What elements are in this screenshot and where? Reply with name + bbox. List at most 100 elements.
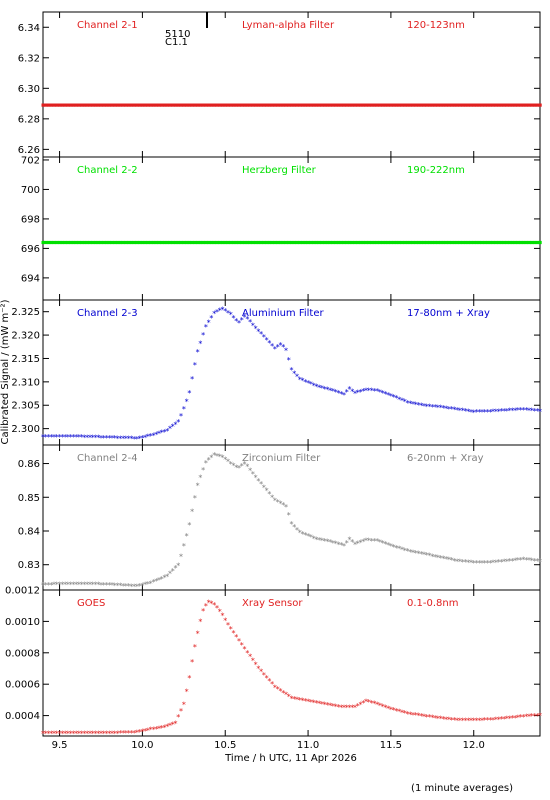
data-point: * <box>132 582 136 591</box>
data-point <box>447 103 451 107</box>
data-point: * <box>157 430 161 439</box>
data-point: * <box>422 402 426 411</box>
data-point <box>306 240 310 245</box>
data-point: * <box>419 402 423 411</box>
data-point: * <box>309 380 313 389</box>
data-point: * <box>201 607 205 616</box>
data-point <box>389 240 393 245</box>
data-point <box>328 103 332 107</box>
data-point: * <box>77 729 81 738</box>
data-point: * <box>295 372 299 381</box>
data-point <box>461 103 465 107</box>
data-point <box>267 240 272 245</box>
data-point: * <box>400 397 404 406</box>
data-point <box>284 103 288 107</box>
data-point <box>317 240 321 245</box>
data-point <box>408 103 412 107</box>
data-point <box>251 103 255 107</box>
data-point: * <box>436 714 440 723</box>
data-point <box>162 240 167 245</box>
data-point <box>397 103 401 107</box>
data-point <box>378 103 382 107</box>
data-point: * <box>207 456 211 465</box>
data-point: * <box>198 340 202 349</box>
data-point: * <box>127 435 131 444</box>
data-point <box>422 103 426 107</box>
data-point: * <box>220 306 224 315</box>
data-point: * <box>240 316 244 325</box>
panel-frame <box>42 156 541 301</box>
data-point <box>63 103 67 107</box>
data-point: * <box>394 394 398 403</box>
data-point: * <box>41 730 45 739</box>
data-point: * <box>312 534 316 543</box>
data-point: * <box>323 701 327 710</box>
data-point <box>204 240 208 245</box>
data-point: * <box>439 554 443 563</box>
data-point: * <box>187 389 191 398</box>
data-point: * <box>356 702 360 711</box>
data-point <box>124 240 128 245</box>
data-point: * <box>143 727 147 736</box>
data-point <box>245 103 250 107</box>
data-point: * <box>328 538 332 547</box>
data-point: * <box>69 729 73 738</box>
data-point: * <box>182 405 186 414</box>
y-axis-title: Calibrated Signal / (mW m⁻²) <box>0 299 11 444</box>
data-point <box>154 240 158 245</box>
data-point: * <box>49 433 53 442</box>
data-point: * <box>378 538 382 547</box>
data-point: * <box>370 699 374 708</box>
data-point <box>356 240 360 245</box>
data-point: * <box>461 558 465 567</box>
data-point <box>359 103 363 107</box>
data-point: * <box>364 386 368 395</box>
data-point: * <box>226 621 230 630</box>
data-point: * <box>52 581 56 590</box>
data-point: * <box>469 717 473 726</box>
data-point: * <box>353 703 357 712</box>
data-point: * <box>218 452 222 461</box>
data-point: * <box>284 691 288 700</box>
data-point <box>419 103 423 107</box>
data-point <box>237 240 241 245</box>
data-point: * <box>301 377 305 386</box>
data-point <box>367 103 371 107</box>
data-point: * <box>220 612 224 621</box>
data-point: * <box>367 698 371 707</box>
data-point <box>135 240 139 245</box>
data-point <box>85 240 89 245</box>
data-point: * <box>527 556 531 565</box>
data-point <box>232 103 236 107</box>
data-point: * <box>116 729 120 738</box>
data-point: * <box>265 487 269 496</box>
y-tick-label: 702 <box>21 155 40 166</box>
data-point: * <box>505 407 509 416</box>
data-point: * <box>447 716 451 725</box>
data-point <box>400 240 404 245</box>
data-point: * <box>339 704 343 713</box>
data-point: * <box>516 406 520 415</box>
data-point: * <box>196 348 200 357</box>
data-point: * <box>430 403 434 412</box>
data-point: * <box>248 466 252 475</box>
y-tick-label: 2.310 <box>11 377 40 388</box>
y-tick-label: 2.305 <box>11 401 40 412</box>
data-series: ****************************************… <box>41 599 542 739</box>
data-point <box>474 103 479 107</box>
data-point: * <box>295 695 299 704</box>
data-point: * <box>425 551 429 560</box>
data-point: * <box>176 713 180 722</box>
data-point <box>80 240 84 245</box>
data-point <box>196 103 200 107</box>
data-point: * <box>469 408 473 417</box>
data-point <box>287 103 291 107</box>
data-point: * <box>262 333 266 342</box>
data-point: * <box>417 549 421 558</box>
data-point: * <box>433 403 437 412</box>
data-point <box>127 103 131 107</box>
data-point <box>218 240 222 245</box>
data-point: * <box>295 526 299 535</box>
data-point: * <box>486 408 490 417</box>
data-point <box>116 103 120 107</box>
